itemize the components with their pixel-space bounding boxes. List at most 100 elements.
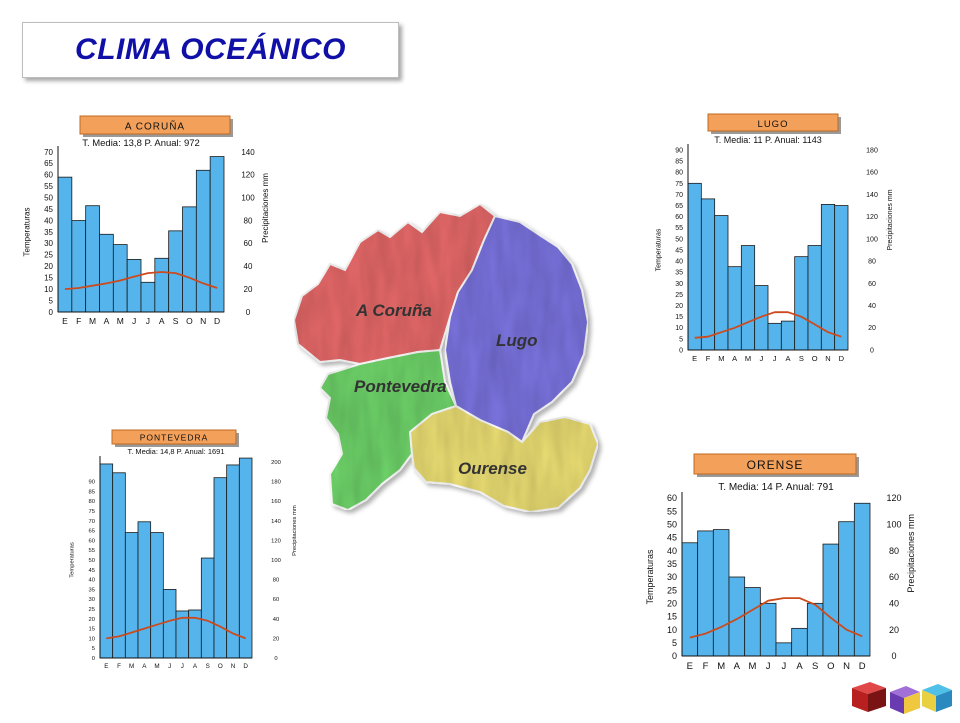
precip-bar: [140, 281, 156, 313]
climograph-pontevedra: PONTEVEDRA T. Media: 14,8 P. Anual: 1691 0…: [66, 428, 298, 680]
y-tick-left: 65: [675, 203, 683, 210]
x-tick-label: E: [692, 354, 697, 363]
y-tick-right: 180: [866, 147, 878, 154]
y-tick-left: 40: [89, 578, 95, 584]
x-tick-label: A: [142, 663, 147, 670]
station-stats: T. Media: 11 P. Anual: 1143: [714, 135, 822, 145]
x-tick-label: J: [773, 354, 777, 363]
x-tick-label: A: [732, 354, 737, 363]
x-tick-label: J: [781, 661, 786, 672]
x-tick-label: F: [706, 354, 711, 363]
chart-svg: PONTEVEDRA T. Media: 14,8 P. Anual: 1691 0…: [69, 429, 298, 670]
precip-bar: [99, 463, 114, 659]
x-tick-label: J: [146, 316, 150, 326]
precip-bar: [791, 627, 808, 657]
y-tick-right: 0: [246, 308, 251, 317]
y-tick-left: 60: [44, 171, 53, 180]
x-tick-label: N: [200, 316, 206, 326]
y-tick-right: 160: [866, 170, 878, 177]
y-tick-right: 0: [870, 347, 874, 354]
y-tick-left: 25: [44, 251, 53, 260]
y-tick-left: 50: [667, 519, 677, 529]
precip-bar: [200, 557, 215, 659]
y-axis-left-label: Temperaturas: [655, 228, 662, 271]
precip-bar: [112, 472, 126, 659]
y-axis-right-label: Precipitaciones mm: [292, 505, 298, 556]
precip-bar: [759, 602, 777, 657]
region-ourense: [408, 404, 600, 514]
y-tick-right: 120: [886, 493, 901, 503]
y-tick-right: 100: [271, 558, 281, 564]
y-tick-right: 60: [889, 572, 899, 582]
precip-bar: [806, 602, 824, 657]
region-lugo: [443, 214, 590, 444]
x-tick-label: F: [117, 663, 121, 670]
precip-bar: [99, 233, 114, 313]
y-tick-right: 100: [866, 236, 878, 243]
x-tick-label: S: [206, 663, 210, 670]
y-tick-left: 5: [672, 638, 677, 648]
page-title-box: CLIMA OCEÁNICO: [22, 22, 399, 78]
y-tick-left: 10: [667, 625, 677, 635]
y-tick-left: 85: [675, 159, 683, 166]
precip-bar: [150, 532, 164, 659]
precip-bar: [687, 182, 702, 351]
y-tick-left: 90: [675, 147, 683, 154]
y-tick-left: 15: [44, 274, 53, 283]
y-tick-left: 65: [44, 159, 53, 168]
y-tick-right: 40: [889, 598, 899, 608]
y-tick-right: 60: [868, 281, 876, 288]
precip-bar: [154, 257, 170, 313]
y-tick-right: 80: [273, 578, 279, 584]
precip-bar: [780, 320, 796, 351]
y-tick-right: 60: [273, 597, 279, 603]
station-stats: T. Media: 14 P. Anual: 791: [718, 482, 834, 493]
temperature-line: [694, 311, 842, 339]
y-tick-left: 50: [44, 194, 53, 203]
precip-bar: [700, 198, 716, 351]
station-name: A CORUÑA: [125, 120, 185, 133]
y-tick-right: 200: [271, 460, 281, 466]
precip-bar: [226, 464, 240, 659]
y-tick-left: 75: [89, 509, 95, 515]
x-tick-label: A: [104, 316, 110, 326]
x-tick-label: E: [62, 316, 68, 326]
y-tick-left: 5: [49, 296, 54, 305]
x-tick-label: M: [154, 663, 159, 670]
x-tick-label: S: [173, 316, 179, 326]
region-label-ourense: Ourense: [458, 459, 527, 478]
x-tick-label: J: [181, 663, 184, 670]
station-box: [79, 115, 231, 135]
precip-bar: [712, 529, 730, 657]
y-tick-left: 20: [675, 303, 683, 310]
y-tick-right: 160: [271, 499, 281, 505]
precip-bar: [834, 205, 849, 351]
x-tick-label: J: [168, 663, 171, 670]
y-tick-right: 120: [271, 538, 281, 544]
y-tick-left: 35: [89, 587, 95, 593]
y-tick-left: 20: [89, 617, 95, 623]
y-tick-left: 15: [675, 314, 683, 321]
y-axis-left-label: Temperaturas: [23, 208, 32, 257]
y-tick-left: 0: [679, 347, 683, 354]
y-tick-left: 75: [675, 181, 683, 188]
y-tick-left: 5: [679, 336, 683, 343]
y-tick-left: 55: [667, 506, 677, 516]
precip-bar: [767, 322, 782, 351]
precip-bar: [681, 542, 699, 657]
y-tick-left: 10: [89, 636, 95, 642]
temperature-line: [64, 271, 218, 290]
precip-bar: [85, 205, 100, 313]
x-tick-label: J: [132, 316, 136, 326]
decorative-cubes-logo: [848, 678, 956, 723]
y-tick-left: 55: [89, 548, 95, 554]
x-tick-label: N: [825, 354, 830, 363]
station-name: LUGO: [758, 119, 789, 130]
y-tick-right: 100: [241, 194, 255, 203]
precip-bar: [168, 230, 183, 313]
y-tick-left: 20: [667, 598, 677, 608]
page-title: CLIMA OCEÁNICO: [75, 33, 346, 66]
x-tick-label: M: [718, 354, 724, 363]
y-tick-left: 80: [89, 499, 95, 505]
galicia-map: A Coruña Lugo Pontevedra Ourense: [290, 192, 605, 527]
